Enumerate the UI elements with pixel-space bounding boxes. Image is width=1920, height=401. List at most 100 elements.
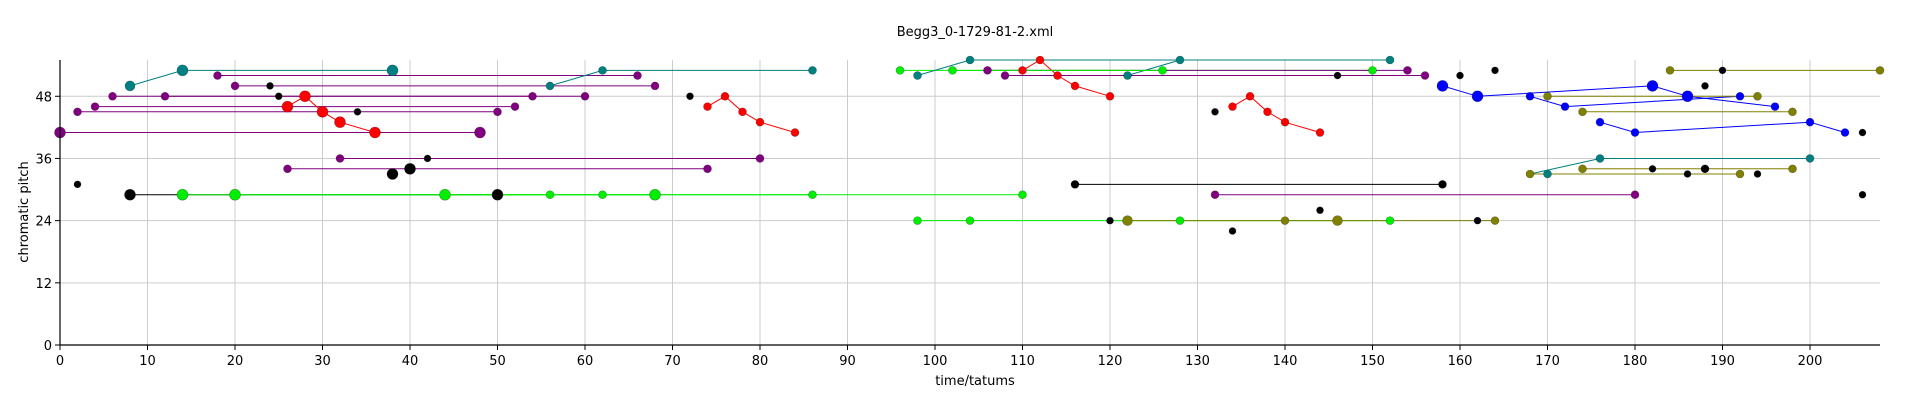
note-point <box>528 91 537 101</box>
note-point <box>703 164 712 174</box>
note-point <box>510 102 520 111</box>
note-point <box>316 106 329 118</box>
note-point <box>176 64 189 77</box>
note-point <box>1316 206 1324 215</box>
note-point <box>1700 164 1710 174</box>
note-point <box>281 100 294 113</box>
note-point <box>1122 215 1133 226</box>
note-point <box>353 108 362 116</box>
note-point <box>1385 55 1395 65</box>
note-point <box>213 71 222 80</box>
note-point <box>1315 128 1325 137</box>
x-axis-label: time/tatums <box>935 374 1015 389</box>
x-tick-label: 20 <box>227 354 244 369</box>
note-point <box>1211 108 1219 116</box>
note-point <box>1333 71 1342 80</box>
x-tick-label: 140 <box>1273 354 1298 369</box>
chart-title: Begg3_0-1729-81-2.xml <box>897 25 1054 40</box>
note-point <box>1543 169 1552 179</box>
x-tick-label: 200 <box>1798 354 1823 369</box>
note-point <box>1123 71 1132 80</box>
note-point <box>1578 107 1587 117</box>
x-tick-label: 160 <box>1448 354 1473 369</box>
note-point <box>1035 55 1045 65</box>
note-point <box>1280 117 1290 127</box>
x-tick-label: 180 <box>1623 354 1648 369</box>
note-point <box>404 163 416 175</box>
note-point <box>1735 91 1745 101</box>
note-point <box>1158 66 1167 75</box>
x-tick-label: 50 <box>489 354 506 369</box>
x-tick-label: 70 <box>664 354 681 369</box>
note-point <box>1875 66 1885 75</box>
note-point <box>1245 91 1255 101</box>
note-point <box>1456 71 1464 80</box>
note-point <box>1788 164 1797 174</box>
note-point <box>649 188 661 201</box>
note-line <box>1599 121 1846 134</box>
note-point <box>73 107 82 117</box>
note-point <box>1858 190 1867 199</box>
x-tick-label: 110 <box>1010 354 1035 369</box>
note-point <box>124 188 136 201</box>
note-point <box>1595 117 1605 127</box>
note-point <box>1560 102 1570 111</box>
note-point <box>598 190 607 200</box>
note-point <box>1332 215 1343 226</box>
note-point <box>108 91 117 101</box>
note-point <box>1646 80 1659 92</box>
note-point <box>1595 154 1605 163</box>
x-tick-label: 130 <box>1185 354 1210 369</box>
y-tick-label: 12 <box>35 277 52 292</box>
note-line <box>1127 59 1390 76</box>
note-point <box>1105 91 1115 101</box>
note-point <box>1106 216 1114 225</box>
y-axis-label: chromatic pitch <box>17 161 32 262</box>
note-point <box>274 92 283 101</box>
note-point <box>160 91 170 101</box>
note-point <box>1858 128 1867 137</box>
note-point <box>598 66 607 75</box>
note-point <box>895 66 905 75</box>
note-point <box>335 154 345 163</box>
y-tick-label: 36 <box>35 152 52 167</box>
note-point <box>1175 55 1185 65</box>
note-point <box>913 216 922 225</box>
note-point <box>1471 90 1484 103</box>
grid <box>60 60 1880 345</box>
note-point <box>299 90 311 103</box>
note-point <box>580 91 590 101</box>
axes: 0 10 20 30 40 50 60 70 80 90 100 110 120 130 140 150 160… <box>35 60 1880 369</box>
note-point <box>1473 216 1482 225</box>
note-line <box>549 69 813 87</box>
note-point <box>1718 66 1727 75</box>
x-tick-label: 40 <box>402 354 419 369</box>
note-point <box>948 66 957 75</box>
note-point <box>1578 164 1587 174</box>
note-point <box>1683 170 1692 178</box>
note-point <box>1403 66 1412 75</box>
note-point <box>913 71 922 80</box>
note-point <box>1840 128 1850 137</box>
note-point <box>983 66 992 75</box>
note-point <box>1385 216 1395 225</box>
note-point <box>1070 81 1080 91</box>
note-point <box>474 126 486 139</box>
note-point <box>545 81 555 91</box>
note-point <box>1175 216 1185 225</box>
note-point <box>1018 190 1027 200</box>
note-point <box>1490 216 1500 225</box>
note-point <box>1805 154 1815 163</box>
note-point <box>1753 170 1762 178</box>
y-tick-label: 0 <box>44 339 52 354</box>
note-point <box>73 180 82 189</box>
note-point <box>283 164 292 174</box>
note-point <box>755 154 765 163</box>
x-tick-label: 120 <box>1098 354 1123 369</box>
note-point <box>1525 91 1535 101</box>
note-point <box>1210 190 1220 200</box>
note-point <box>790 128 800 137</box>
x-tick-label: 0 <box>56 354 64 369</box>
note-point <box>1228 102 1237 111</box>
